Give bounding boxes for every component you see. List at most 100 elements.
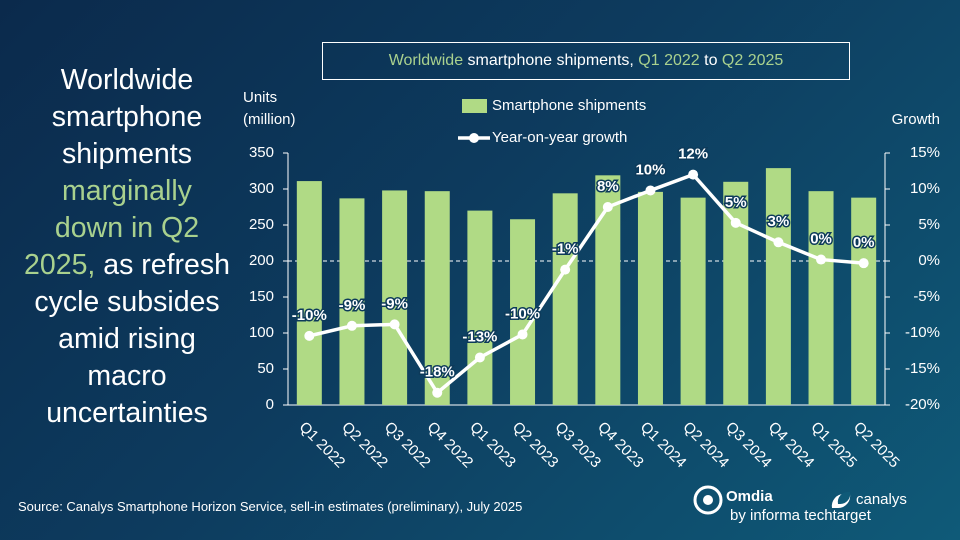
legend-label: Year-on-year growth <box>492 129 627 146</box>
source-note: Source: Canalys Smartphone Horizon Servi… <box>18 499 523 514</box>
y2-tick-label: 5% <box>918 216 940 233</box>
text-segment: uncertainties <box>46 397 208 429</box>
bar <box>424 191 450 405</box>
legend-label: Smartphone shipments <box>492 97 646 114</box>
logo-icon <box>693 485 723 515</box>
data-label: -10% <box>505 305 540 322</box>
logo-text: canalys <box>856 491 907 508</box>
growth-point <box>688 169 699 180</box>
data-label: -10% <box>292 307 327 324</box>
bar <box>382 190 408 405</box>
y-tick-label: 200 <box>249 252 274 269</box>
text-segment: shipments <box>62 138 192 170</box>
growth-point <box>560 264 571 275</box>
data-label: 10% <box>635 161 665 178</box>
data-label: -18% <box>420 364 455 381</box>
growth-point <box>304 330 315 341</box>
bar <box>851 197 877 405</box>
y2-axis-title: Growth <box>892 111 940 128</box>
x-tick-label: Q4 2024 <box>765 419 818 472</box>
data-label: 8% <box>597 178 619 195</box>
text-segment: cycle subsides <box>34 286 220 318</box>
headline-line: shipments <box>14 136 240 173</box>
headline-line: down in Q2 <box>14 210 240 247</box>
bar <box>765 168 791 405</box>
headline-line: uncertainties <box>14 395 240 432</box>
y2-tick-label: -20% <box>905 396 940 413</box>
y2-tick-label: -10% <box>905 324 940 341</box>
x-tick-label: Q2 2025 <box>850 419 903 472</box>
logo-text: Omdia <box>726 488 773 505</box>
bar <box>680 197 706 405</box>
logo-icon <box>703 495 713 505</box>
data-label: -1% <box>552 241 579 258</box>
growth-point <box>773 237 784 248</box>
y-tick-label: 350 <box>249 144 274 161</box>
headline: Worldwide smartphone shipments marginally do… <box>14 62 240 432</box>
text-segment: marginally <box>62 175 192 207</box>
headline-line: Worldwide <box>14 62 240 99</box>
y-tick-label: 150 <box>249 288 274 305</box>
logo-subtext: by informa techtarget <box>730 507 872 524</box>
y-tick-label: 100 <box>249 324 274 341</box>
growth-point <box>858 258 869 269</box>
growth-line <box>308 172 864 395</box>
headline-line: amid rising <box>14 321 240 358</box>
data-label: -9% <box>381 295 408 312</box>
x-tick-label: Q3 2023 <box>552 419 605 472</box>
text-segment: smartphone shipments, <box>463 52 639 69</box>
text-segment: Q1 2022 <box>638 52 700 69</box>
x-tick-label: Q4 2023 <box>594 419 647 472</box>
y-tick-label: 250 <box>249 216 274 233</box>
y2-tick-label: 15% <box>910 144 940 161</box>
x-tick-label: Q1 2024 <box>637 419 690 472</box>
text-segment: to <box>699 52 722 69</box>
x-tick-label: Q4 2022 <box>424 419 477 472</box>
growth-point <box>474 352 485 363</box>
y-tick-label: 0 <box>266 396 274 413</box>
headline-line: smartphone <box>14 99 240 136</box>
y-axis-title: Units <box>243 89 277 106</box>
x-tick-label: Q3 2024 <box>722 419 775 472</box>
bar <box>637 191 663 405</box>
bar <box>808 191 834 405</box>
y2-tick-label: -5% <box>913 288 940 305</box>
x-tick-label: Q2 2024 <box>679 419 732 472</box>
logo-canalys: canalys <box>831 491 907 509</box>
data-label: 12% <box>678 146 708 163</box>
growth-point <box>730 217 741 228</box>
text-segment: down in Q2 <box>54 212 200 244</box>
text-segment: amid rising <box>58 323 196 355</box>
data-label: 0% <box>810 231 832 248</box>
data-label: 3% <box>768 213 790 230</box>
text-segment: 2025, <box>24 249 96 281</box>
headline-line: marginally <box>14 173 240 210</box>
growth-point <box>602 202 613 212</box>
legend-swatch <box>462 99 487 113</box>
text-segment: Worldwide <box>388 52 464 69</box>
chart-title: Worldwide smartphone shipments, Q1 2022 … <box>322 42 850 80</box>
growth-point <box>517 329 528 340</box>
headline-line: 2025, as refresh <box>14 247 240 284</box>
x-tick-label: Q1 2023 <box>466 419 519 472</box>
headline-line: macro <box>14 358 240 395</box>
logo-omdia: Omdia by informa techtarget <box>693 485 872 524</box>
bar <box>552 193 578 405</box>
x-tick-label: Q1 2025 <box>807 419 860 472</box>
y-axis-title: (million) <box>243 111 296 128</box>
y2-tick-label: -15% <box>905 360 940 377</box>
bar <box>510 219 536 405</box>
data-label: 5% <box>725 194 747 211</box>
x-tick-label: Q3 2022 <box>381 419 434 472</box>
bar <box>467 210 493 405</box>
y2-tick-label: 10% <box>910 180 940 197</box>
text-segment: as refresh <box>95 249 230 281</box>
bar <box>339 198 365 405</box>
growth-point <box>645 185 656 196</box>
text-segment: Q2 2025 <box>721 52 784 69</box>
x-tick-label: Q1 2022 <box>296 419 349 472</box>
text-segment: Worldwide <box>60 64 194 96</box>
growth-point <box>346 320 357 331</box>
